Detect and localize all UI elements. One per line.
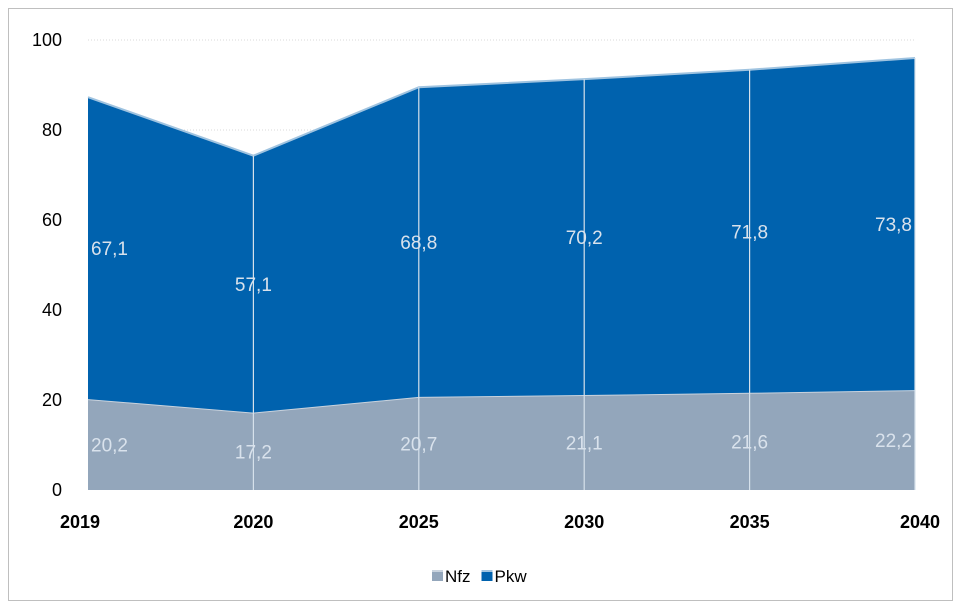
area-nfz [88,390,915,490]
x-tick-label-2030: 2030 [564,512,604,532]
x-tick-label-2035: 2035 [730,512,770,532]
y-tick-label-0: 0 [52,480,62,500]
data-label-nfz-2020: 17,2 [235,442,272,463]
legend-swatch-edge-pkw [481,570,493,572]
data-label-pkw-2035: 71,8 [731,222,768,243]
data-label-pkw-2025: 68,8 [400,233,437,254]
data-label-nfz-2030: 21,1 [566,434,603,455]
x-tick-label-2019: 2019 [60,512,100,532]
legend-swatch-edge-nfz [432,570,443,572]
data-label-pkw-2040: 73,8 [875,215,912,236]
y-tick-label-60: 60 [42,210,62,230]
data-label-pkw-2019: 67,1 [91,239,128,260]
area-layer [87,57,916,490]
y-tick-label-80: 80 [42,120,62,140]
y-tick-label-40: 40 [42,300,62,320]
data-label-layer: 20,2 67,1 17,2 57,1 20,7 68,8 21,1 70,2 21,6 71,8… [91,215,912,463]
legend-swatch-nfz [432,570,443,581]
area-pkw-edge [87,57,916,157]
area-pkw [88,58,915,413]
y-tick-label-100: 100 [32,30,62,50]
data-label-pkw-2030: 70,2 [566,228,603,249]
x-tick-label-2020: 2020 [233,512,273,532]
legend-label-pkw: Pkw [495,567,528,586]
legend-label-nfz: Nfz [445,567,471,586]
data-label-pkw-2020: 57,1 [235,275,272,296]
data-label-nfz-2035: 21,6 [731,432,768,453]
data-label-nfz-2019: 20,2 [91,436,128,457]
divider-layer [252,58,916,490]
data-label-nfz-2040: 22,2 [875,431,912,452]
y-tick-label-20: 20 [42,390,62,410]
legend-swatch-pkw [481,570,493,581]
x-tick-label-2025: 2025 [399,512,439,532]
legend: Nfz Pkw [432,567,527,586]
data-label-nfz-2025: 20,7 [400,434,437,455]
x-tick-label-2040: 2040 [900,512,940,532]
